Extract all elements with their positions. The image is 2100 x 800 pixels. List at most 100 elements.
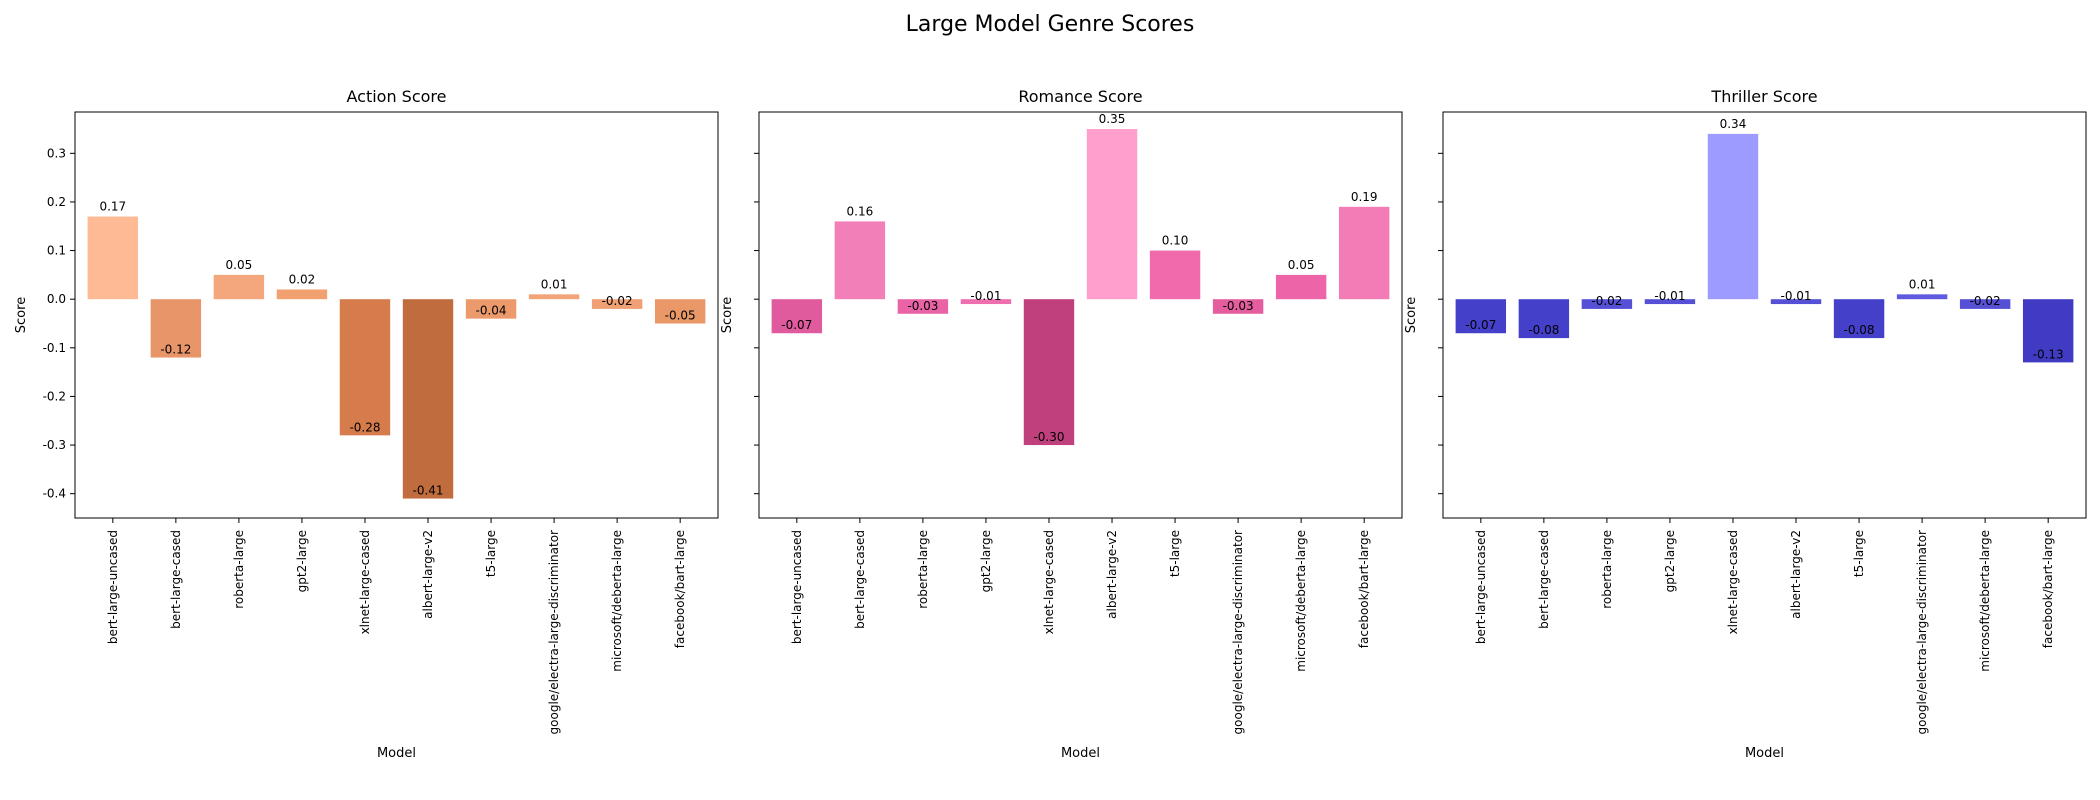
bar-value-label: 0.34	[1720, 117, 1747, 131]
x-tick-label: albert-large-v2	[1789, 530, 1803, 619]
bar	[1770, 299, 1822, 305]
x-tick-label: facebook/bart-large	[1357, 530, 1371, 648]
x-tick-label: t5-large	[1852, 530, 1866, 577]
bar-value-label: -0.02	[1591, 294, 1622, 308]
chart-title: Action Score	[346, 87, 446, 106]
x-tick-label: gpt2-large	[979, 530, 993, 592]
bar-value-label: 0.35	[1099, 112, 1126, 126]
y-tick-label: -0.2	[43, 389, 66, 403]
bar	[1518, 299, 1570, 339]
x-tick-label: google/electra-large-discriminator	[1231, 530, 1245, 735]
bar-value-label: -0.01	[1780, 289, 1811, 303]
x-tick-label: microsoft/deberta-large	[1294, 530, 1308, 672]
bar	[402, 299, 454, 499]
bar-value-label: -0.02	[602, 294, 633, 308]
bar	[528, 294, 580, 300]
bar-value-label: -0.03	[907, 299, 938, 313]
y-axis-label: Score	[720, 297, 735, 333]
y-axis-label: Score	[1404, 297, 1419, 333]
x-tick-label: xlnet-large-cased	[1726, 530, 1740, 634]
bar	[1455, 299, 1507, 334]
x-tick-label: bert-large-uncased	[106, 530, 120, 644]
bar-value-label: -0.04	[476, 304, 507, 318]
bar	[276, 289, 328, 300]
bar-value-label: 0.01	[1909, 277, 1936, 291]
bar	[1023, 299, 1075, 446]
bar	[1212, 299, 1264, 314]
bar-value-label: -0.12	[160, 343, 191, 357]
bar-value-label: 0.10	[1162, 234, 1189, 248]
x-tick-label: google/electra-large-discriminator	[1915, 530, 1929, 735]
x-tick-label: microsoft/deberta-large	[610, 530, 624, 672]
y-tick-label: -0.1	[43, 341, 66, 355]
bar-value-label: -0.28	[349, 420, 380, 434]
bar-value-label: 0.16	[847, 204, 874, 218]
bar-value-label: -0.41	[412, 484, 443, 498]
bar	[960, 299, 1012, 305]
x-axis-label: Model	[377, 746, 416, 761]
bar	[1275, 274, 1327, 300]
bar	[1833, 299, 1885, 339]
bar	[213, 274, 265, 300]
bar-value-label: 0.05	[226, 258, 253, 272]
y-tick-label: -0.3	[43, 438, 66, 452]
bar-value-label: -0.13	[2033, 347, 2064, 361]
x-tick-label: roberta-large	[232, 530, 246, 609]
x-tick-label: bert-large-uncased	[1474, 530, 1488, 644]
bar	[1644, 299, 1696, 305]
x-tick-label: albert-large-v2	[1105, 530, 1119, 619]
chart-panel-3: Thriller Score Score -0.07 bert-large-uncas…	[1404, 87, 2087, 761]
bar	[1149, 250, 1201, 300]
bar	[465, 299, 517, 319]
bar	[1086, 129, 1138, 300]
x-tick-label: xlnet-large-cased	[1042, 530, 1056, 634]
bar	[2022, 299, 2074, 363]
chart-title: Thriller Score	[1710, 87, 1817, 106]
x-tick-label: facebook/bart-large	[673, 530, 687, 648]
plot-frame	[74, 111, 719, 519]
bar	[897, 299, 949, 314]
bar	[1338, 206, 1390, 300]
bar-value-label: -0.01	[970, 289, 1001, 303]
x-tick-label: t5-large	[484, 530, 498, 577]
bar-value-label: 0.02	[289, 272, 316, 286]
bar	[654, 299, 706, 324]
bar-value-label: -0.01	[1654, 289, 1685, 303]
y-axis-label: Score	[14, 297, 29, 333]
x-tick-label: xlnet-large-cased	[358, 530, 372, 634]
chart-panel-1: Action Score 0.3 0.2 0.1 0.0 -0.1 -0.2 -0.3 -0.4…	[14, 87, 719, 761]
x-tick-label: roberta-large	[1600, 530, 1614, 609]
x-tick-label: bert-large-cased	[169, 530, 183, 629]
bar-value-label: 0.17	[99, 200, 126, 214]
bar-value-label: 0.01	[541, 277, 568, 291]
x-tick-label: bert-large-cased	[1537, 530, 1551, 629]
bar	[591, 299, 643, 309]
y-tick-label: 0.1	[47, 244, 66, 258]
bar-value-label: 0.19	[1351, 190, 1378, 204]
x-tick-label: gpt2-large	[295, 530, 309, 592]
bar	[1707, 133, 1759, 300]
chart-title: Romance Score	[1018, 87, 1142, 106]
panels: Action Score 0.3 0.2 0.1 0.0 -0.1 -0.2 -0.3 -0.4…	[14, 87, 2087, 761]
y-tick-label: 0.0	[47, 292, 66, 306]
x-tick-label: google/electra-large-discriminator	[547, 530, 561, 735]
bar-value-label: -0.30	[1033, 430, 1064, 444]
bar-value-label: -0.07	[781, 318, 812, 332]
bar-value-label: -0.02	[1970, 294, 2001, 308]
plot-frame	[758, 111, 1403, 519]
bar-value-label: -0.07	[1465, 318, 1496, 332]
bar	[1896, 294, 1948, 300]
bar	[150, 299, 202, 358]
bar-value-label: -0.05	[665, 309, 696, 323]
bar	[834, 221, 886, 300]
x-axis-label: Model	[1061, 746, 1100, 761]
x-tick-label: microsoft/deberta-large	[1978, 530, 1992, 672]
y-tick-label: 0.2	[47, 195, 66, 209]
bar-value-label: -0.08	[1528, 323, 1559, 337]
bar	[771, 299, 823, 334]
bar-value-label: -0.03	[1223, 299, 1254, 313]
x-tick-label: facebook/bart-large	[2041, 530, 2055, 648]
chart-panel-2: Romance Score Score -0.07 bert-large-uncase…	[720, 87, 1403, 761]
y-tick-label: -0.4	[43, 487, 66, 501]
